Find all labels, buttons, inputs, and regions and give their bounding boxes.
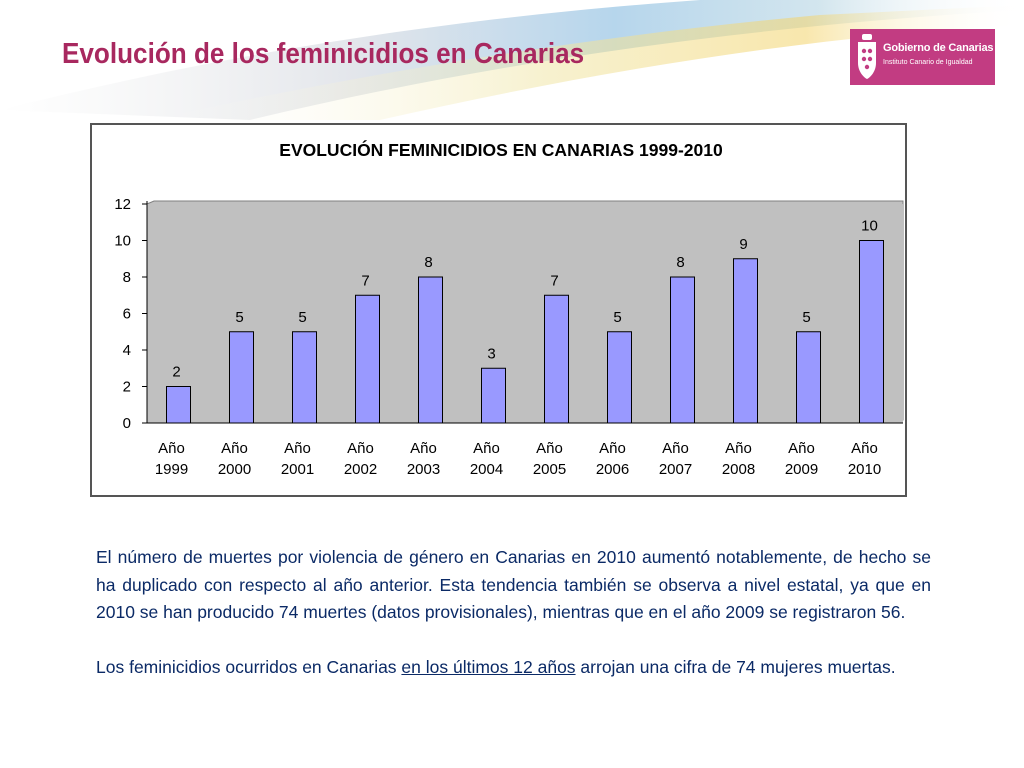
y-tick-label: 10 [114,233,131,250]
x-category-label: Año 2006 [596,440,629,478]
bar [733,258,758,424]
body-paragraph-2-start: Los feminicidios ocurridos en Canarias [96,656,402,677]
data-label: 3 [487,345,495,362]
data-label: 5 [802,309,810,326]
x-category-label: Año 1999 [155,440,188,478]
body-paragraph-2-underlined: en los últimos 12 años [401,656,576,677]
body-paragraph-2-end: arrojan una cifra de 74 mujeres muertas. [575,656,896,677]
x-category-label: Año 2009 [785,440,818,478]
bar [544,294,569,424]
data-label: 5 [298,309,306,326]
bar [859,240,884,424]
chart-title: EVOLUCIÓN FEMINICIDIOS EN CANARIAS 1999-… [279,139,723,160]
data-label: 8 [424,254,432,271]
y-tick-label: 8 [123,269,131,286]
body-text: El número de muertes por violencia de gé… [96,544,931,681]
bar-chart: EVOLUCIÓN FEMINICIDIOS EN CANARIAS 1999-… [114,139,904,478]
bar [481,367,506,424]
data-label: 5 [613,309,621,326]
y-tick-label: 4 [123,342,131,359]
bar [166,386,191,424]
bar [607,331,632,424]
x-category-label: Año 2002 [344,440,377,478]
y-tick-label: 2 [123,379,131,396]
bar [355,294,380,424]
chart-frame: EVOLUCIÓN FEMINICIDIOS EN CANARIAS 1999-… [90,123,907,497]
x-category-label: Año 2005 [533,440,566,478]
bar [292,331,317,424]
coat-of-arms-icon [858,34,876,79]
data-label: 9 [739,236,747,253]
logo-name: Gobierno de Canarias [883,42,994,54]
data-label: 7 [361,272,369,289]
x-category-label: Año 2001 [281,440,314,478]
bar [796,331,821,424]
x-category-label: Año 2000 [218,440,251,478]
x-category-label: Año 2004 [470,440,503,478]
data-label: 5 [235,309,243,326]
plot-area-background [147,204,903,423]
y-tick-label: 12 [114,196,131,213]
x-category-label: Año 2010 [848,440,881,478]
data-label: 7 [550,272,558,289]
y-tick-label: 6 [123,306,131,323]
x-category-label: Año 2007 [659,440,692,478]
body-paragraph-2: Los feminicidios ocurridos en Canarias e… [96,654,931,682]
gobierno-canarias-logo: Gobierno de Canarias Instituto Canario d… [850,29,995,85]
y-tick-label: 0 [123,415,131,432]
logo-subtitle: Instituto Canario de Igualdad [883,59,973,66]
body-paragraph-1: El número de muertes por violencia de gé… [96,547,931,622]
data-label: 8 [676,254,684,271]
header-swoosh-decoration [0,0,1024,120]
bar [670,276,695,424]
bar [418,276,443,424]
data-label: 10 [861,218,878,235]
slide-title: Evolución de los feminicidios en Canaria… [62,38,585,70]
x-category-label: Año 2008 [722,440,755,478]
data-label: 2 [172,364,180,381]
x-category-label: Año 2003 [407,440,440,478]
bar [229,331,254,424]
